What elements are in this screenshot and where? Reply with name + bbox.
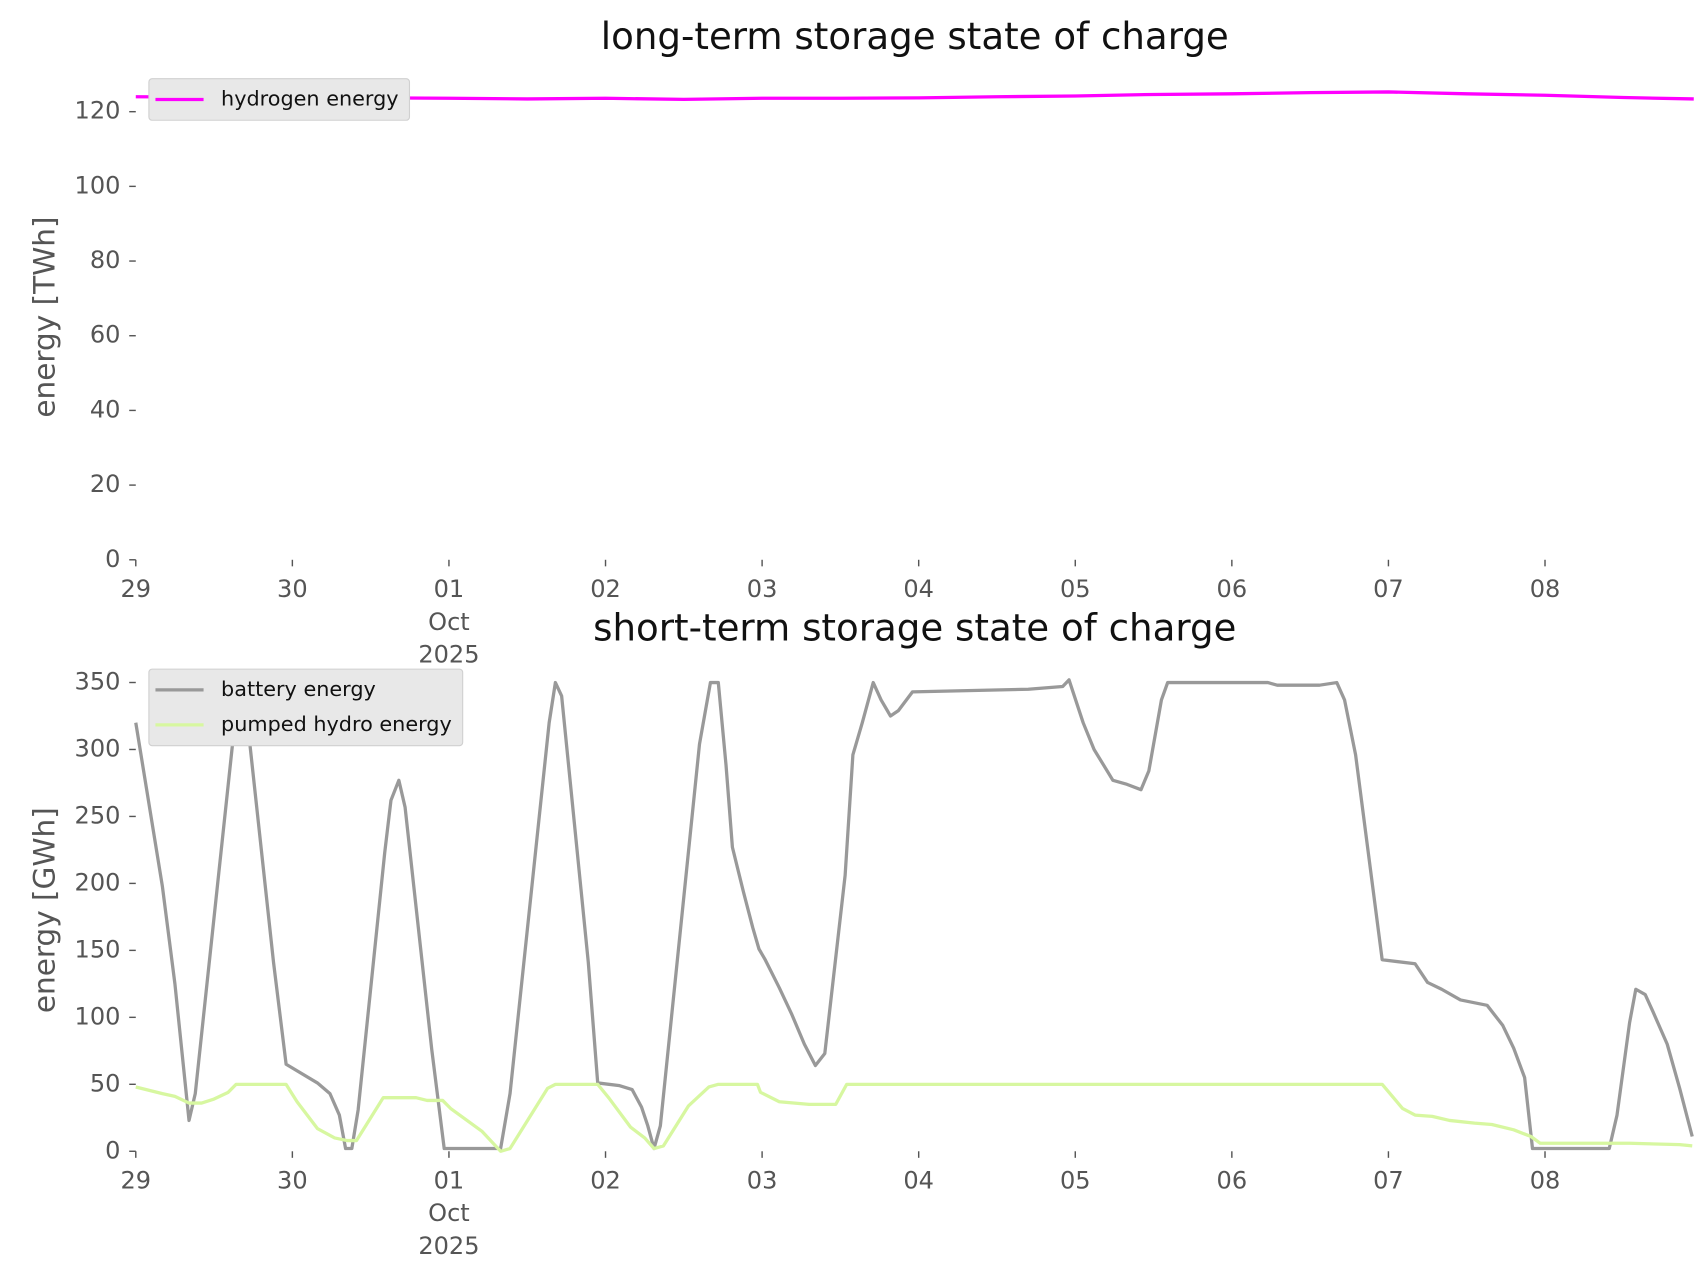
x-tick-label: 30 — [277, 1166, 308, 1194]
y-tick-label: 250 — [75, 801, 121, 829]
chart-title: long-term storage state of charge — [601, 14, 1229, 58]
y-tick-label: 0 — [105, 545, 120, 573]
legend-label: hydrogen energy — [221, 86, 398, 110]
legend-label: pumped hydro energy — [221, 712, 452, 736]
x-tick-label: 05 — [1060, 575, 1091, 603]
x-tick-label: 29 — [120, 575, 151, 603]
x-tick-label: 07 — [1373, 575, 1404, 603]
legend-box — [148, 668, 464, 747]
y-tick-label: 200 — [75, 868, 121, 896]
x-tick-label: 30 — [277, 575, 308, 603]
y-tick-label: 60 — [90, 321, 121, 349]
legend-label: battery energy — [221, 677, 376, 701]
y-tick-label: 120 — [75, 97, 121, 125]
legend-box — [148, 78, 411, 121]
y-tick-label: 150 — [75, 935, 121, 963]
x-tick-label: 04 — [903, 575, 934, 603]
y-tick-label: 0 — [105, 1136, 120, 1164]
y-tick-label: 40 — [90, 395, 121, 423]
x-tick-label: 29 — [120, 1166, 151, 1194]
y-tick-label: 50 — [90, 1069, 121, 1097]
y-tick-label: 350 — [75, 668, 121, 696]
x-tick-label: 07 — [1373, 1166, 1404, 1194]
y-tick-label: 20 — [90, 470, 121, 498]
x-tick-label: 01 Oct 2025 — [418, 575, 479, 669]
x-tick-label: 08 — [1530, 1166, 1561, 1194]
x-tick-label: 08 — [1530, 575, 1561, 603]
y-tick-label: 100 — [75, 1002, 121, 1030]
legend: battery energy pumped hydro energy — [148, 668, 464, 747]
y-axis-label: energy [GWh] — [28, 807, 62, 1013]
y-tick-label: 300 — [75, 734, 121, 762]
y-axis-label: energy [TWh] — [28, 217, 62, 418]
x-tick-label: 03 — [747, 575, 778, 603]
y-tick-label: 80 — [90, 246, 121, 274]
x-tick-label: 06 — [1217, 1166, 1248, 1194]
x-tick-label: 02 — [590, 575, 621, 603]
series-line — [134, 678, 1694, 1151]
x-tick-label: 04 — [903, 1166, 934, 1194]
x-tick-label: 05 — [1060, 1166, 1091, 1194]
x-tick-label: 02 — [590, 1166, 621, 1194]
y-tick-label: 100 — [75, 171, 121, 199]
series-line — [135, 1082, 1693, 1153]
x-tick-label: 06 — [1217, 575, 1248, 603]
legend: hydrogen energy — [148, 78, 411, 121]
chart-title: short-term storage state of charge — [593, 605, 1236, 649]
x-tick-label: 03 — [747, 1166, 778, 1194]
x-tick-label: 01 Oct 2025 — [418, 1166, 479, 1260]
